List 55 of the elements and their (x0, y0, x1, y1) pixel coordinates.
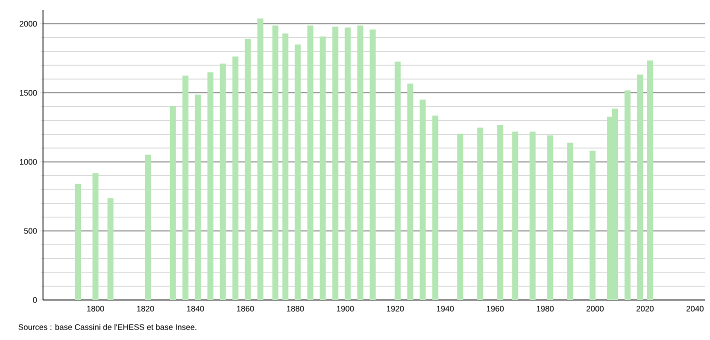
x-tick-label: 1860 (237, 306, 254, 312)
x-tick-label: 1840 (187, 306, 204, 312)
y-tick-label: 2000 (20, 20, 37, 27)
bar (257, 18, 264, 300)
bar (530, 132, 536, 300)
bar (357, 25, 364, 300)
x-tick-label: 1980 (536, 306, 554, 312)
x-tick-label: 1900 (336, 306, 354, 312)
bar (194, 94, 201, 300)
source-note: Sources : base Cassini de l'EHESS et base Insee. (18, 324, 196, 330)
bar (220, 64, 226, 300)
bar (74, 184, 81, 300)
x-tick-label: 1880 (287, 306, 304, 312)
y-tick-label: 500 (24, 228, 37, 234)
bar (547, 135, 554, 300)
bar (92, 173, 98, 300)
y-tick-label: 0 (33, 297, 37, 303)
bar (497, 125, 504, 300)
bar (394, 62, 401, 300)
bar (624, 90, 631, 300)
bar (282, 33, 288, 300)
x-tick-label: 1820 (137, 306, 154, 312)
bar (294, 44, 301, 300)
bar (590, 150, 596, 300)
bar (567, 142, 574, 300)
bar (307, 25, 314, 300)
bar (272, 25, 278, 300)
x-tick-label: 2000 (586, 306, 604, 312)
x-tick-label: 1940 (436, 306, 454, 312)
bar (477, 128, 484, 300)
x-tick-label: 2040 (686, 306, 704, 312)
bar (144, 154, 151, 300)
y-tick-label: 1500 (20, 90, 37, 96)
x-tick-label: 2020 (636, 306, 654, 312)
bar (344, 28, 351, 300)
x-tick-label: 1920 (386, 306, 404, 312)
bar (647, 60, 654, 300)
bar (107, 198, 114, 300)
bar (170, 106, 176, 300)
bar (637, 74, 644, 300)
bar (512, 132, 518, 300)
bar (320, 36, 326, 300)
bar (370, 29, 376, 300)
bar (332, 26, 338, 300)
bar (420, 100, 426, 300)
x-tick-label: 1800 (87, 306, 104, 312)
bar (232, 56, 238, 300)
y-tick-label: 1000 (20, 159, 37, 165)
bar (407, 84, 414, 300)
bar (244, 38, 251, 300)
bar (457, 134, 464, 300)
bar (182, 76, 188, 300)
bar (432, 116, 438, 300)
bar (207, 72, 214, 300)
x-tick-label: 1960 (486, 306, 504, 312)
